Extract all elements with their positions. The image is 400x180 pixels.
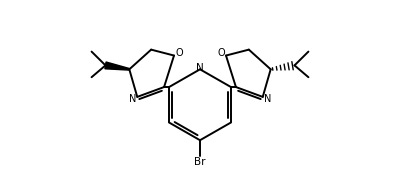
Text: N: N — [129, 94, 136, 104]
Text: N: N — [264, 94, 271, 104]
Text: O: O — [175, 48, 183, 58]
Text: Br: Br — [194, 157, 206, 167]
Text: O: O — [217, 48, 225, 58]
Polygon shape — [105, 62, 130, 70]
Text: N: N — [196, 63, 204, 73]
